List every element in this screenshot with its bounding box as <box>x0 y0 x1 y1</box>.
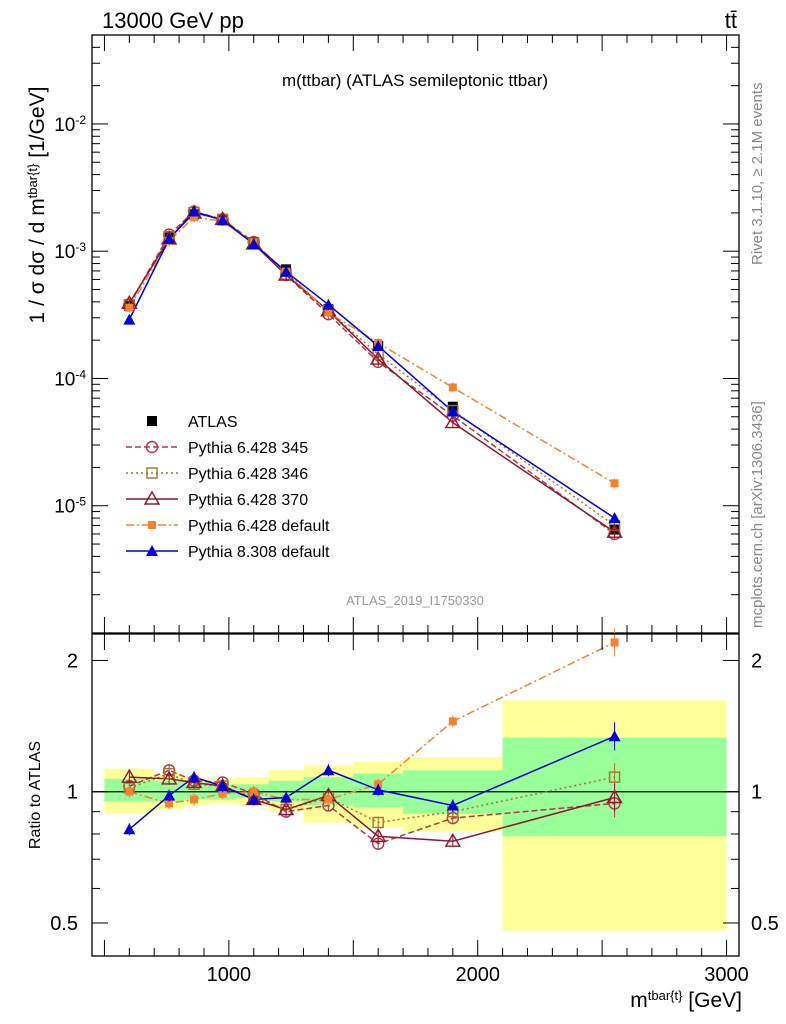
ratio-point <box>606 789 623 804</box>
ratio-band-inner <box>184 782 209 800</box>
ratio-series-line-1 <box>129 772 615 824</box>
legend-label: Pythia 6.428 346 <box>188 466 308 483</box>
main-point <box>188 205 201 217</box>
legend-label: Pythia 6.428 370 <box>188 492 308 509</box>
ratio-point <box>277 801 295 816</box>
main-point <box>446 405 459 417</box>
ratio-y-tick-label: 1 <box>67 782 78 804</box>
legend-marker <box>146 545 158 556</box>
ratio-point <box>372 783 385 795</box>
main-point <box>163 232 176 244</box>
main-series-line-1 <box>128 210 616 535</box>
ratio-y-tick-label-right: 0.5 <box>751 913 779 935</box>
legend-label: Pythia 8.308 default <box>188 544 330 561</box>
ratio-point <box>188 771 201 783</box>
main-point <box>123 313 136 325</box>
legend-label: Pythia 6.428 345 <box>188 440 308 457</box>
main-point <box>324 308 333 317</box>
ratio-series-line-0 <box>129 769 615 845</box>
main-point <box>280 265 293 277</box>
main-panel: m(ttbar) (ATLAS semileptonic ttbar) ATLA… <box>25 34 740 634</box>
x-tick-label: 2000 <box>455 964 500 986</box>
ratio-point <box>280 791 293 803</box>
ratio-point <box>121 768 138 783</box>
ratio-point <box>163 789 176 801</box>
main-point <box>448 383 457 392</box>
main-point <box>216 214 229 226</box>
ratio-y-axis-label: Ratio to ATLAS <box>27 741 44 849</box>
mcplots-label: mcplots.cern.ch [arXiv:1306.3436] <box>749 401 766 628</box>
x-axis-label: mtbar{t} [GeV] <box>630 988 742 1013</box>
rivet-label: Rivet 3.1.10, ≥ 2.1M events <box>749 83 766 266</box>
main-point <box>610 479 619 488</box>
ratio-point <box>446 799 459 811</box>
main-point <box>322 298 335 310</box>
ratio-point <box>160 770 178 785</box>
main-series-line-3 <box>128 212 615 533</box>
main-title: m(ttbar) (ATLAS semileptonic ttbar) <box>282 71 548 90</box>
ratio-point <box>247 793 260 805</box>
ratio-point <box>322 764 335 776</box>
main-point <box>444 414 462 429</box>
ratio-point <box>165 799 174 808</box>
ratio-series-line-2 <box>129 776 615 842</box>
main-y-tick-label: 10-2 <box>54 113 86 136</box>
legend-marker <box>148 521 156 529</box>
watermark: ATLAS_2019_I1750330 <box>346 593 484 608</box>
ratio-point <box>125 787 134 796</box>
header-right: tt̄ <box>725 8 737 33</box>
main-point <box>606 523 623 538</box>
legend-marker <box>143 490 161 505</box>
main-point <box>608 512 621 524</box>
main-point <box>372 339 385 351</box>
main-point <box>125 303 134 312</box>
legend-marker <box>146 467 158 479</box>
ratio-point <box>369 827 387 843</box>
ratio-point <box>372 816 384 829</box>
legend-marker <box>145 440 159 454</box>
ratio-series-line-4 <box>128 735 615 830</box>
ratio-panel: 0.5 0.5 1 1 2 2 1000 2000 3000 Ratio to ATLAS mt… <box>27 628 779 1012</box>
legend-label: ATLAS <box>188 414 238 431</box>
ratio-y-tick-label: 2 <box>67 650 78 672</box>
ratio-point <box>324 795 333 804</box>
main-y-tick-label: 10-3 <box>54 240 86 263</box>
main-point <box>247 237 260 249</box>
ratio-y-tick-label-right: 2 <box>751 650 762 672</box>
ratio-y-tick-label-right: 1 <box>751 782 762 804</box>
main-point <box>190 213 199 222</box>
ratio-point <box>216 780 229 792</box>
main-y-tick-label: 10-4 <box>54 367 86 390</box>
ratio-point <box>608 730 621 742</box>
ratio-point <box>218 789 227 798</box>
main-frame <box>91 34 740 634</box>
legend-marker <box>147 416 157 426</box>
ratio-point <box>190 795 199 804</box>
ratio-y-tick-label: 0.5 <box>50 913 78 935</box>
ratio-point <box>444 832 462 847</box>
ratio-series-line-3 <box>129 641 615 805</box>
ratio-point <box>608 771 621 783</box>
ratio-point <box>610 638 619 647</box>
ratio-frame <box>91 633 740 957</box>
header-left: 13000 GeV pp <box>102 8 244 33</box>
ratio-point <box>249 787 258 796</box>
x-tick-label: 3000 <box>704 964 749 986</box>
main-point <box>369 350 387 365</box>
legend: ATLAS Pythia 6.428 345 Pythia 6.428 346 Pyt… <box>126 414 330 561</box>
ratio-point <box>123 823 136 835</box>
main-y-axis-label: 1 / σ dσ / d mtbar{t} [1/GeV] <box>25 87 50 324</box>
main-series-line-5 <box>128 210 615 519</box>
legend-label: Pythia 6.428 default <box>188 518 330 535</box>
ratio-point <box>448 717 457 726</box>
main-y-tick-label: 10-5 <box>54 495 86 518</box>
ratio-band-inner <box>268 780 304 802</box>
x-tick-label: 1000 <box>207 964 252 986</box>
